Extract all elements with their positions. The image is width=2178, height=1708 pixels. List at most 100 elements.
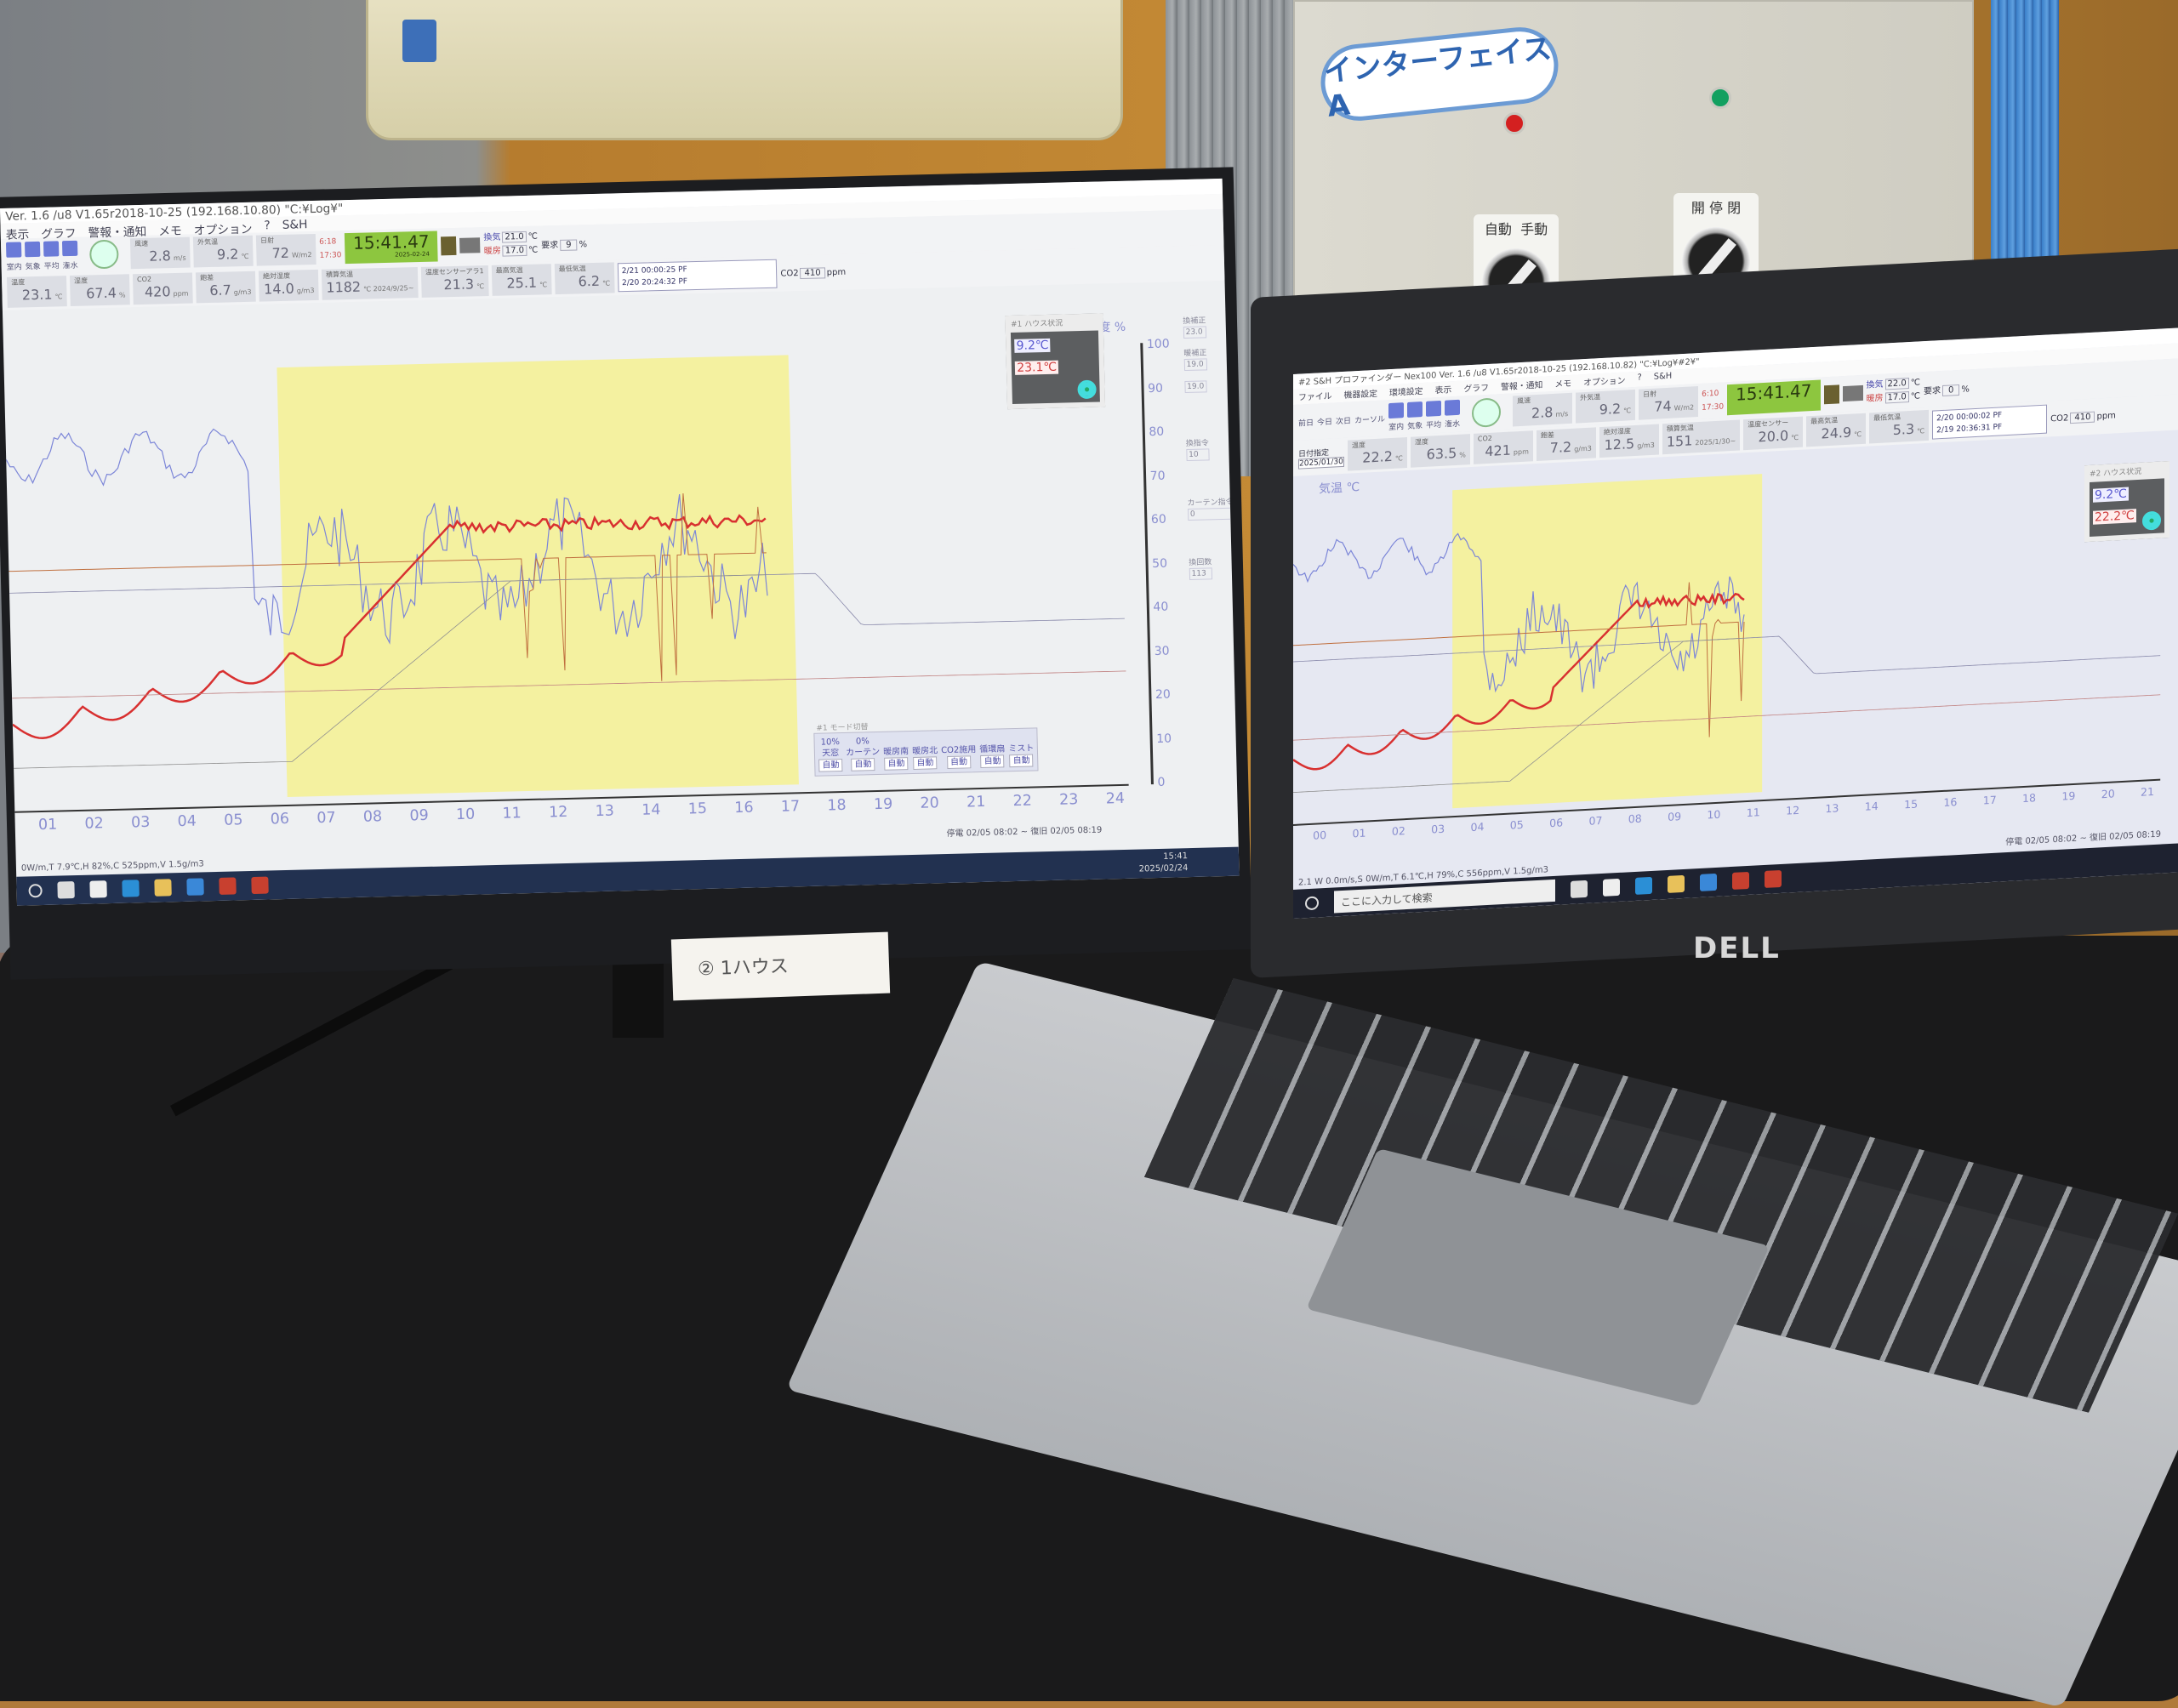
store-icon[interactable] xyxy=(89,880,106,897)
view-button-0[interactable]: 室内 xyxy=(1388,402,1404,432)
folder-icon[interactable] xyxy=(154,879,171,896)
co2-value[interactable]: 410 xyxy=(800,267,824,279)
request-label: 要求 xyxy=(1924,386,1941,396)
lock-icon[interactable] xyxy=(1824,384,1839,404)
nav-button[interactable]: 今日 xyxy=(1317,415,1332,427)
app-icon-1[interactable] xyxy=(1732,872,1749,890)
app-icon-2[interactable] xyxy=(251,877,268,894)
weather-value: 2.8 xyxy=(149,248,171,265)
ac-logo xyxy=(402,20,436,62)
mode-label: 天窓 xyxy=(822,748,839,759)
hour-tick-label: 06 xyxy=(271,811,290,828)
menu-item[interactable]: 警報・通知 xyxy=(1501,379,1542,393)
hour-tick-label: 10 xyxy=(1707,808,1720,822)
hour-tick-label: 07 xyxy=(1588,814,1602,828)
hour-tick-label: 00 xyxy=(1313,828,1326,842)
weather-unit: m/s xyxy=(174,250,186,267)
folder-icon[interactable] xyxy=(1668,875,1685,893)
edge-icon[interactable] xyxy=(1635,877,1652,895)
mode-select[interactable]: 自動 xyxy=(851,758,875,771)
hour-tick-label: 04 xyxy=(177,813,197,831)
menu-item[interactable]: S&H xyxy=(282,218,308,231)
task-view-icon[interactable] xyxy=(57,881,74,898)
menu-item[interactable]: S&H xyxy=(1654,372,1672,384)
switch-label-close: 閉 xyxy=(1727,200,1741,216)
app-icon-1[interactable] xyxy=(219,877,236,894)
view-label: 室内 xyxy=(7,260,22,271)
store-icon[interactable] xyxy=(1603,879,1620,897)
start-icon[interactable] xyxy=(1305,896,1319,910)
nav-button[interactable]: 前日 xyxy=(1298,416,1314,428)
menu-item[interactable]: 警報・通知 xyxy=(88,222,146,236)
menu-item[interactable]: 表示 xyxy=(5,225,29,237)
view-button-3[interactable]: 潅水 xyxy=(62,240,78,270)
menu-item[interactable]: グラフ xyxy=(41,224,77,236)
menu-item[interactable]: ? xyxy=(1638,373,1642,385)
mail-icon[interactable] xyxy=(459,237,480,253)
menu-item[interactable]: 表示 xyxy=(1435,383,1452,396)
mail-icon[interactable] xyxy=(186,878,203,895)
mode-select[interactable]: 自動 xyxy=(884,757,908,771)
laptop-screen: #2 S&H プロファインダー Nex100 Ver. 1.6 /u8 V1.6… xyxy=(1293,327,2178,919)
view-label: 気象 xyxy=(26,259,41,270)
reading-unit: 2025/1/30~ xyxy=(1695,433,1736,453)
hour-tick-label: 18 xyxy=(2022,791,2036,805)
view-button-0[interactable]: 室内 xyxy=(6,242,22,271)
reading-unit: ℃ xyxy=(602,276,610,293)
nav-button[interactable]: カーソル xyxy=(1354,413,1385,425)
task-view-icon[interactable] xyxy=(1571,880,1588,898)
setpoint-unit: ℃ xyxy=(1911,378,1920,388)
mode-select[interactable]: 自動 xyxy=(1009,754,1033,768)
menu-item[interactable]: 環境設定 xyxy=(1389,384,1423,398)
reading-unit: g/m3 xyxy=(297,282,315,299)
house-panel-title: #2 ハウス状況 xyxy=(2090,465,2141,479)
reading-unit: g/m3 xyxy=(234,284,252,301)
menu-item[interactable]: ファイル xyxy=(1298,390,1332,403)
setpoint-value[interactable]: 17.0 xyxy=(503,245,527,257)
reading-value: 63.5 xyxy=(1427,445,1457,464)
setpoint-value[interactable]: 22.0 xyxy=(1885,378,1909,390)
mail-icon[interactable] xyxy=(1843,385,1863,401)
mail-icon[interactable] xyxy=(1700,874,1717,891)
view-button-1[interactable]: 気象 xyxy=(25,241,41,270)
mode-select[interactable]: 自動 xyxy=(913,756,937,770)
co2-value[interactable]: 410 xyxy=(2070,411,2095,424)
fan-icon xyxy=(2142,511,2161,531)
menu-item[interactable]: オプション xyxy=(193,219,252,233)
chart-plot[interactable] xyxy=(1293,435,2178,859)
hour-tick-label: 15 xyxy=(688,800,708,818)
mode-select[interactable]: 自動 xyxy=(947,755,971,769)
setpoint-value[interactable]: 17.0 xyxy=(1885,391,1909,403)
menu-item[interactable]: グラフ xyxy=(1463,381,1489,395)
menu-item[interactable]: オプション xyxy=(1583,374,1625,389)
view-button-2[interactable]: 平均 xyxy=(43,241,60,270)
inside-temp: 23.1℃ xyxy=(1015,361,1058,375)
nav-button[interactable]: 次日 xyxy=(1336,414,1351,426)
view-button-3[interactable]: 潅水 xyxy=(1445,400,1460,430)
start-icon[interactable] xyxy=(28,884,42,897)
menu-item[interactable]: 機器設定 xyxy=(1344,387,1378,401)
lock-icon[interactable] xyxy=(441,236,457,255)
hour-tick-label: 20 xyxy=(2101,787,2115,800)
menu-item[interactable]: メモ xyxy=(1554,377,1571,390)
mode-item: CO2施用自動 xyxy=(941,733,977,769)
mode-select[interactable]: 自動 xyxy=(981,754,1005,768)
view-button-2[interactable]: 平均 xyxy=(1426,401,1441,430)
setpoint-value[interactable]: 21.0 xyxy=(502,231,527,243)
edge-icon[interactable] xyxy=(122,880,139,897)
menu-item[interactable]: ? xyxy=(264,219,271,231)
app-icon-2[interactable] xyxy=(1765,870,1782,888)
menu-item[interactable]: メモ xyxy=(158,221,182,234)
mode-select[interactable]: 自動 xyxy=(818,759,842,772)
view-button-1[interactable]: 気象 xyxy=(1407,401,1423,431)
